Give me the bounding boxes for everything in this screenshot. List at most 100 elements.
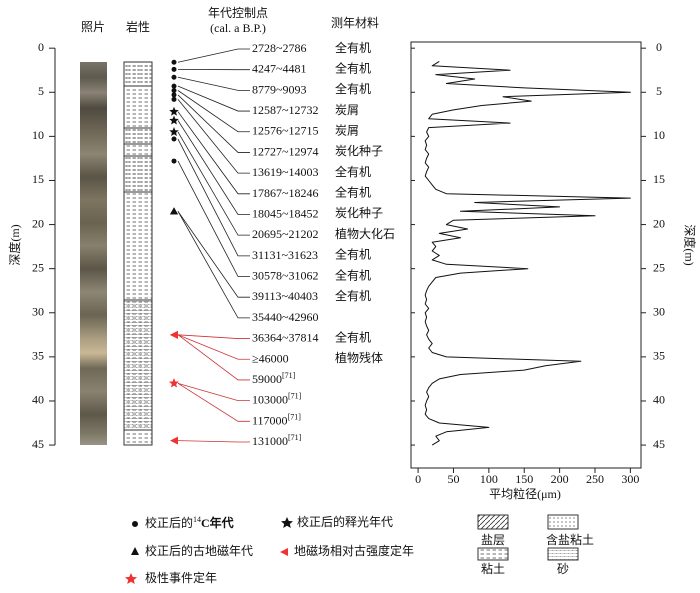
- age-symbol: [171, 136, 177, 142]
- age-value: 8779~9093: [252, 82, 307, 96]
- age-value: 2728~2786: [252, 41, 307, 55]
- age-value: 17867~18246: [252, 186, 319, 200]
- connector: [177, 334, 250, 360]
- x-tick-label: 100: [480, 472, 498, 486]
- age-value: 36364~37814: [252, 330, 319, 344]
- material-label: 全有机: [335, 267, 371, 282]
- y-tick-label: 35: [653, 349, 665, 363]
- y-tick-label: 45: [32, 437, 44, 451]
- connector: [177, 211, 250, 319]
- age-symbol: [171, 88, 177, 94]
- age-label: 12576~12715: [252, 123, 319, 137]
- age-label: 20695~21202: [252, 227, 319, 241]
- x-tick-label: 300: [621, 472, 639, 486]
- y-tick-label: 15: [32, 172, 44, 186]
- connector: [177, 382, 250, 402]
- material-label: 全有机: [335, 60, 371, 75]
- material-label: 全有机: [335, 185, 371, 200]
- age-value: 12727~12974: [252, 144, 319, 158]
- age-symbol: [170, 207, 178, 215]
- legend-text: 粘土: [481, 561, 505, 576]
- age-symbol: [169, 115, 179, 125]
- y-tick-label: 15: [653, 172, 665, 186]
- x-tick-label: 200: [551, 472, 569, 486]
- age-label: 8779~9093: [252, 82, 307, 96]
- age-ref: [71]: [282, 371, 296, 380]
- y-tick-label: 20: [32, 216, 44, 230]
- plot-frame: [410, 41, 642, 469]
- panel: 照片 岩性 年代控制点 (cal. a B.P.) 测年材料 深度(m) 校正后…: [7, 6, 698, 585]
- age-value: 59000: [252, 372, 282, 386]
- material-label: 植物残体: [335, 350, 383, 365]
- y-tick-label: 10: [32, 128, 44, 142]
- y-axis-label: 深度(m): [682, 224, 697, 265]
- connector: [177, 76, 250, 91]
- material-label: 植物大化石: [335, 226, 395, 241]
- y-tick-label: 5: [656, 84, 662, 98]
- y-tick-label: 45: [653, 437, 665, 451]
- age-label: 117000[71]: [252, 412, 301, 427]
- age-value: 35440~42960: [252, 310, 319, 324]
- y-tick-label: 30: [653, 305, 665, 319]
- x-tick-label: 0: [415, 472, 421, 486]
- material-header: 测年材料: [331, 16, 379, 30]
- connector: [177, 334, 250, 339]
- age-value: 39113~40403: [252, 289, 318, 303]
- connector: [177, 120, 250, 215]
- y-tick-label: 25: [32, 260, 44, 274]
- photo-column: [80, 62, 107, 445]
- legend-text: 极性事件定年: [145, 570, 217, 585]
- photo-header: 照片: [81, 20, 105, 34]
- y-tick-label: 25: [653, 260, 665, 274]
- age-symbol: [169, 127, 179, 136]
- age-value: 103000: [252, 392, 288, 406]
- material-label: 炭化种子: [335, 144, 383, 158]
- material-label: 炭屑: [335, 123, 359, 137]
- age-value: 18045~18452: [252, 206, 319, 220]
- age-ref: [71]: [288, 433, 302, 442]
- age-label: 30578~31062: [252, 268, 319, 282]
- connector: [177, 111, 250, 195]
- y-tick-label: 40: [653, 393, 665, 407]
- lithology-column: [123, 61, 153, 446]
- grain-size-line: [424, 60, 631, 446]
- age-label: 39113~40403: [252, 289, 318, 303]
- y-tick-label: 40: [32, 393, 44, 407]
- age-label: 18045~18452: [252, 206, 319, 220]
- age-symbol: [169, 378, 179, 388]
- age-label: 12587~12732: [252, 103, 319, 117]
- material-label: 全有机: [335, 40, 371, 55]
- age-symbol: [171, 158, 177, 164]
- age-ref: [71]: [288, 391, 302, 400]
- y-tick-label: 30: [32, 305, 44, 319]
- age-label: 13619~14003: [252, 165, 319, 179]
- age-symbol: [171, 59, 177, 65]
- age-label: 35440~42960: [252, 310, 319, 324]
- depth-label: 深度(m): [7, 224, 22, 265]
- age-value: 117000: [252, 413, 288, 427]
- legend-text: 砂: [557, 562, 569, 576]
- age-value: 20695~21202: [252, 227, 319, 241]
- material-label: 全有机: [335, 81, 371, 96]
- legend-text: 校正后的释光年代: [297, 514, 393, 529]
- age-label: 103000[71]: [252, 391, 302, 406]
- x-axis-label: 平均粒径(μm): [489, 486, 561, 501]
- age-value: ≥46000: [252, 351, 289, 365]
- connector: [177, 90, 250, 133]
- age-label: 17867~18246: [252, 186, 319, 200]
- age-value: 30578~31062: [252, 268, 319, 282]
- age-ref: [71]: [288, 412, 302, 421]
- age-symbol: [169, 106, 179, 116]
- age-label: 59000[71]: [252, 371, 296, 386]
- age-symbol: [171, 66, 177, 72]
- material-label: 全有机: [335, 247, 371, 262]
- connector: [177, 382, 250, 422]
- legend-text: 地磁场相对古强度定年: [294, 543, 414, 558]
- age-value: 12587~12732: [252, 103, 319, 117]
- connector: [177, 85, 250, 112]
- connector: [177, 131, 250, 236]
- age-value: 13619~14003: [252, 165, 319, 179]
- connector: [177, 138, 250, 257]
- legend-text: 含盐粘土: [546, 532, 594, 547]
